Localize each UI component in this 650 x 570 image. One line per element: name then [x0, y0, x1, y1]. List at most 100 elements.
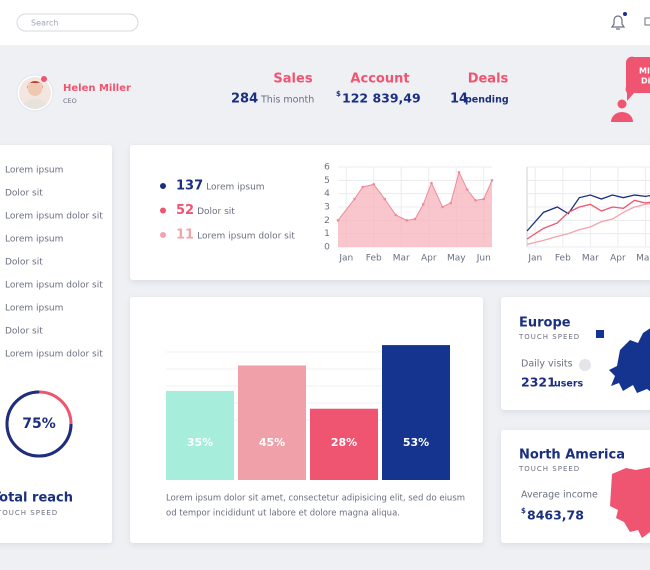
caption: Lorem ipsum dolor sit amet, consectetur … — [166, 494, 465, 504]
sidebar-subtitle: TOUCH SPEED — [0, 509, 58, 517]
person-icon — [617, 99, 627, 109]
menu-item: Lorem ipsum dolor sit — [5, 281, 103, 291]
x-tick-label: May — [447, 254, 466, 264]
region-name: North America — [519, 448, 625, 463]
y-tick-label: 6 — [324, 163, 330, 173]
line — [526, 199, 650, 240]
point — [336, 219, 340, 222]
user-icon — [579, 359, 591, 371]
x-tick-label: Feb — [366, 254, 382, 264]
x-tick-label: Apr — [610, 254, 626, 264]
stat-note: This month — [260, 95, 314, 106]
y-tick-label: 0 — [324, 243, 330, 253]
region-currency: $ — [521, 507, 526, 515]
menu-item: Lorem ipsum — [5, 166, 63, 176]
region-metric: Daily visits — [521, 359, 573, 370]
menu-item: Lorem ipsum — [5, 235, 63, 245]
mail-icon[interactable] — [644, 17, 650, 26]
legend-label: Dolor sit — [197, 207, 235, 217]
region-value: 2321 — [521, 375, 556, 390]
x-tick-label: Apr — [421, 254, 437, 264]
point — [474, 199, 477, 202]
x-tick-label: Jan — [338, 254, 353, 264]
point — [465, 188, 469, 191]
x-tick-label: Jun — [476, 254, 491, 264]
menu-item: Lorem ipsum dolor sit — [5, 212, 103, 222]
bar — [238, 365, 306, 480]
promo-text: MI — [639, 67, 650, 76]
menu-item: Dolor sit — [5, 189, 43, 199]
point — [421, 203, 425, 206]
area-fill — [338, 172, 492, 247]
region-subtitle: TOUCH SPEED — [518, 465, 580, 473]
stat-note: pending — [465, 95, 509, 106]
bar — [310, 408, 378, 480]
menu-item: Dolor sit — [5, 258, 43, 268]
region-unit: users — [554, 379, 584, 390]
profile-role: CEO — [63, 97, 77, 105]
donut-arc — [5, 390, 73, 458]
menu-item: Lorem ipsum — [5, 304, 63, 314]
y-tick-label: 4 — [324, 189, 330, 199]
region-metric: Average income — [521, 490, 598, 501]
donut-label: 75% — [22, 416, 56, 432]
promo-text: Di — [641, 77, 650, 86]
search-box[interactable] — [16, 13, 139, 32]
stat-currency: $ — [336, 90, 341, 98]
point — [457, 171, 461, 174]
x-tick-label: Feb — [555, 254, 571, 264]
stat-value: 284 — [231, 92, 258, 107]
point — [383, 197, 387, 201]
point — [490, 179, 494, 182]
point — [372, 183, 376, 186]
sidebar-card — [0, 145, 112, 543]
point — [449, 201, 453, 205]
bar — [166, 390, 234, 480]
point — [394, 213, 398, 217]
search-placeholder: Search — [31, 19, 58, 28]
bell-icon[interactable] — [610, 15, 626, 30]
point — [441, 205, 444, 209]
menu-item: Lorem ipsum dolor sit — [5, 350, 103, 360]
y-tick-label: 1 — [324, 229, 330, 239]
x-tick-label: Mar — [582, 254, 599, 264]
legend-dot — [160, 232, 166, 238]
y-tick-label: 5 — [324, 176, 330, 186]
notification-dot — [623, 12, 627, 16]
point — [482, 197, 486, 201]
point — [430, 181, 433, 185]
caption: od tempor incididunt ut labore et dolore… — [166, 509, 400, 519]
menu-item: Dolor sit — [5, 327, 43, 337]
avatar — [19, 77, 51, 109]
x-tick-label: Jan — [527, 254, 542, 264]
point — [353, 197, 356, 201]
sidebar-title: Total reach — [0, 491, 73, 506]
point — [361, 185, 365, 189]
line — [526, 194, 650, 232]
x-tick-label: May — [636, 254, 650, 264]
stat-value: 122 839,49 — [342, 91, 421, 106]
stat-title: Deals — [468, 72, 509, 87]
legend-value: 137 — [176, 179, 203, 194]
bar — [382, 345, 450, 480]
profile-name: Helen Miller — [63, 83, 131, 94]
europe-map — [596, 328, 650, 393]
stat-value: 14 — [450, 92, 468, 107]
region-card — [501, 430, 650, 543]
legend-value: 52 — [176, 203, 194, 218]
bar-label: 35% — [187, 436, 213, 449]
promo-bubble[interactable] — [625, 56, 650, 101]
region-value: 8463,78 — [527, 508, 584, 523]
bar-label: 28% — [331, 436, 357, 449]
stat-title: Sales — [273, 72, 312, 87]
region-name: Europe — [519, 316, 571, 331]
legend-dot — [160, 183, 166, 189]
legend-dot — [160, 207, 166, 214]
y-tick-label: 3 — [324, 203, 330, 213]
legend-value: 11 — [176, 228, 194, 243]
point — [405, 219, 409, 222]
bar-label: 45% — [259, 436, 285, 449]
legend-label: Lorem ipsum dolor sit — [197, 232, 295, 242]
north-america-map — [610, 467, 650, 538]
line — [526, 202, 650, 245]
